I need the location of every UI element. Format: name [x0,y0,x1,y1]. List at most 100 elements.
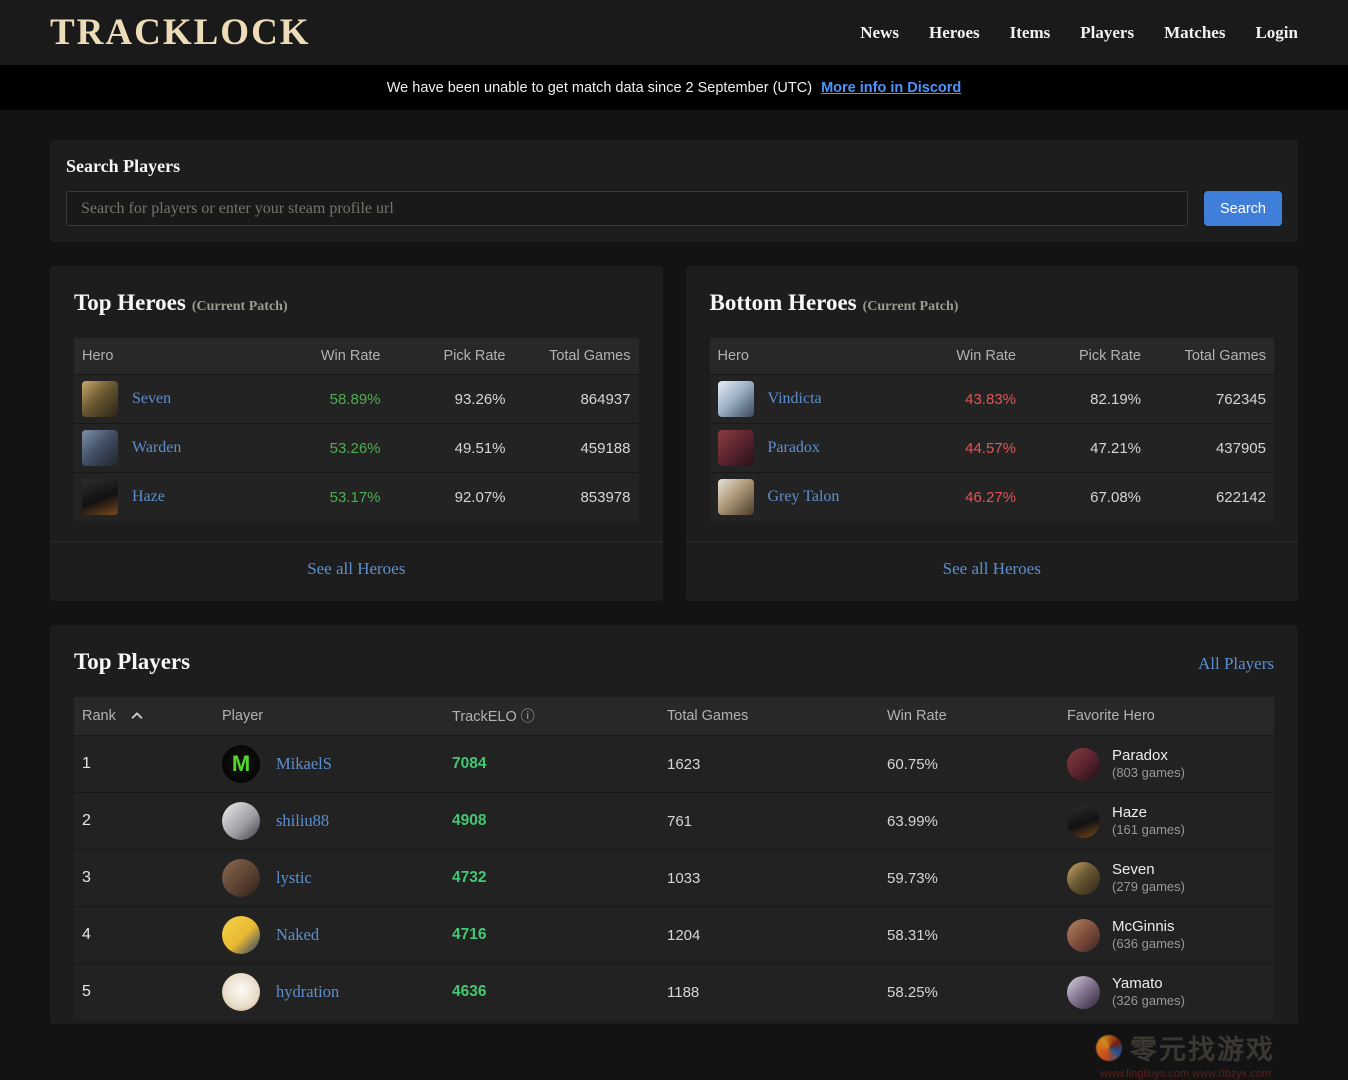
player-search-input[interactable] [66,191,1188,226]
main-nav: News Heroes Items Players Matches Login [860,23,1298,43]
site-watermark: 零元找游戏 www.lingliuys.com www.0bzyx.com [1096,1028,1336,1080]
nav-link-players[interactable]: Players [1080,22,1135,42]
hero-row: Vindicta 43.83% 82.19% 762345 [709,374,1274,423]
player-link-naked[interactable]: Naked [276,925,320,944]
hero-avatar-paradox [717,430,754,466]
player-link-mikaels[interactable]: MikaelS [276,754,332,773]
hero-win-rate: 58.89% [329,390,381,408]
hero-link-warden[interactable]: Warden [132,439,182,456]
favorite-hero-avatar-paradox [1067,747,1100,781]
col-win-rate: Win Rate [887,708,947,724]
col-hero: Hero [82,348,114,364]
player-row: 3 lystic 4732 1033 59.73% Seven (279 gam… [74,849,1274,906]
bottom-heroes-subtitle: (Current Patch) [862,299,959,314]
hero-pick-rate: 93.26% [454,390,506,408]
hero-win-rate: 46.27% [965,488,1016,506]
discord-info-link[interactable]: More info in Discord [821,79,962,96]
player-win-rate: 59.73% [887,869,938,887]
bottom-heroes-card: Bottom Heroes (Current Patch) Hero Win Ra… [685,266,1298,601]
favorite-hero-name: Yamato [1112,974,1163,992]
sort-ascending-icon[interactable] [130,709,144,723]
player-win-rate: 63.99% [887,812,938,830]
hero-total-games: 437905 [1215,439,1266,457]
site-logo[interactable]: TRACKLOCK [50,12,311,53]
player-total-games: 1204 [667,926,701,944]
player-rank: 3 [82,869,91,886]
hero-total-games: 853978 [580,488,631,506]
hero-link-seven[interactable]: Seven [132,390,172,407]
hero-link-haze[interactable]: Haze [132,488,165,505]
player-win-rate: 58.31% [887,926,938,944]
player-avatar [222,859,260,897]
player-link-hydration[interactable]: hydration [276,982,340,1001]
col-trackelo: TrackELO [452,709,517,725]
nav-link-news[interactable]: News [860,22,899,42]
favorite-hero-games: (161 games) [1112,822,1185,838]
top-heroes-title: Top Heroes (Current Patch) [74,290,288,315]
hero-avatar-haze [82,479,118,515]
col-pick-rate: Pick Rate [1078,348,1141,364]
col-favorite-hero: Favorite Hero [1067,708,1155,724]
hero-total-games: 622142 [1215,488,1266,506]
search-players-card: Search Players Search [50,140,1298,242]
favorite-hero-avatar-seven [1067,861,1100,895]
player-avatar [222,916,260,954]
favorite-hero-name: McGinnis [1112,917,1175,935]
col-pick-rate: Pick Rate [443,348,506,364]
hero-link-grey-talon[interactable]: Grey Talon [767,488,840,505]
bottom-heroes-title: Bottom Heroes (Current Patch) [709,290,959,315]
player-trackelo: 4908 [452,812,487,829]
top-players-card: Top Players All Players Rank Player Trac… [50,625,1298,1024]
nav-link-login[interactable]: Login [1255,22,1298,42]
player-link-lystic[interactable]: lystic [276,868,312,887]
hero-avatar-warden [82,430,118,466]
player-trackelo: 4732 [452,869,487,886]
hero-win-rate: 44.57% [965,439,1016,457]
see-all-heroes-link[interactable]: See all Heroes [942,559,1041,578]
hero-link-vindicta[interactable]: Vindicta [767,390,822,407]
alert-message: We have been unable to get match data si… [386,79,813,96]
hero-avatar-seven [82,381,118,417]
favorite-hero-games: (279 games) [1112,879,1185,895]
hero-total-games: 762345 [1215,390,1266,408]
col-win-rate: Win Rate [320,348,381,364]
search-button[interactable]: Search [1204,191,1282,226]
col-hero: Hero [717,348,749,364]
hero-row: Paradox 44.57% 47.21% 437905 [709,423,1274,472]
top-heroes-header-row: Hero Win Rate Pick Rate Total Games [74,338,639,374]
hero-row: Grey Talon 46.27% 67.08% 622142 [709,472,1274,521]
watermark-urls: www.lingliuys.com www.0bzyx.com [1100,1068,1272,1080]
nav-link-items[interactable]: Items [1009,22,1051,42]
hero-win-rate: 53.26% [329,439,381,457]
hero-pick-rate: 47.21% [1090,439,1141,457]
hero-link-paradox[interactable]: Paradox [767,439,820,456]
player-avatar [222,802,260,840]
trackelo-info-icon[interactable]: ⓘ [520,708,535,724]
col-win-rate: Win Rate [956,348,1016,364]
col-player: Player [222,708,264,724]
player-rank: 2 [82,812,91,829]
player-total-games: 1188 [667,983,700,1001]
top-heroes-subtitle: (Current Patch) [191,299,288,314]
favorite-hero-games: (326 games) [1112,993,1185,1009]
hero-pick-rate: 92.07% [454,488,506,506]
all-players-link[interactable]: All Players [1197,654,1274,673]
nav-link-heroes[interactable]: Heroes [928,22,980,42]
hero-pick-rate: 67.08% [1090,488,1141,506]
player-avatar [222,973,260,1011]
player-row: 4 Naked 4716 1204 58.31% McGinnis (636 g… [74,906,1274,963]
player-total-games: 761 [667,812,693,830]
nav-link-matches[interactable]: Matches [1164,22,1226,42]
see-all-heroes-link[interactable]: See all Heroes [307,559,406,578]
col-total-games: Total Games [1184,348,1266,364]
player-link-shiliu88[interactable]: shiliu88 [276,811,330,830]
player-total-games: 1623 [667,755,701,773]
top-players-header-row: Rank Player TrackELO ⓘ Total Games Win Ra… [74,697,1274,735]
favorite-hero-name: Haze [1112,803,1148,821]
top-players-title: Top Players [74,649,191,674]
hero-pick-rate: 82.19% [1090,390,1141,408]
player-row: 5 hydration 4636 1188 58.25% Yamato (326… [74,963,1274,1020]
hero-row: Seven 58.89% 93.26% 864937 [74,374,639,423]
favorite-hero-name: Paradox [1112,746,1168,764]
alert-banner: We have been unable to get match data si… [0,65,1348,110]
